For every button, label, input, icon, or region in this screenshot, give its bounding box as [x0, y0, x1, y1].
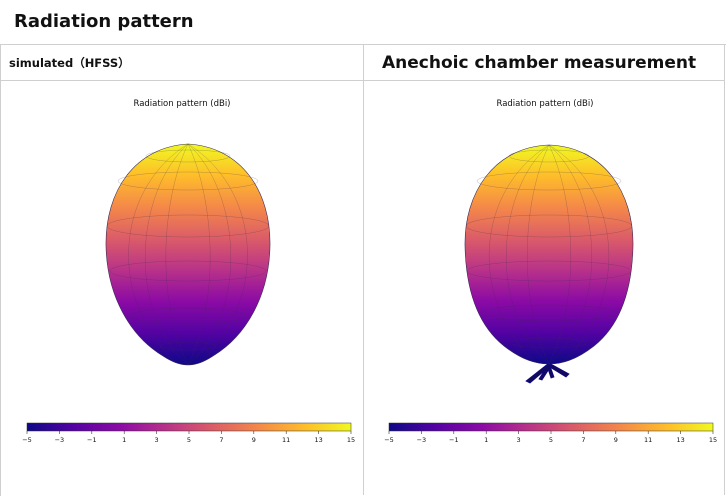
colorbar-ticks-simulated: −5 −3 −1 1 3 5 7 9 11 13 15: [22, 431, 355, 444]
colorbar-tick-label: 3: [517, 436, 521, 444]
radiation-plot-measured: −5 −3 −1 1 3 5 7 9 11 13 15: [384, 144, 717, 444]
colorbar-tick-label: 15: [347, 436, 355, 444]
panel-measured: Radiation pattern (dBi): [364, 81, 726, 495]
radiation-lobe-simulated: [105, 143, 271, 366]
plot-title-measured: Radiation pattern (dBi): [496, 99, 594, 109]
panel-simulated: Radiation pattern (dBi) −5 −3 −1 1 3 5 7 9 11 13 1…: [1, 81, 363, 495]
colorbar-measured: [388, 422, 714, 432]
colorbar-tick-label: 11: [644, 436, 652, 444]
colorbar-tick-label: 5: [549, 436, 553, 444]
colorbar-ticks-measured: −5 −3 −1 1 3 5 7 9 11 13 15: [384, 431, 717, 444]
page-title: Radiation pattern: [14, 11, 194, 32]
colorbar-tick-label: −3: [417, 436, 427, 444]
plot-title-simulated: Radiation pattern (dBi): [133, 99, 231, 109]
back-lobes-measured: [525, 362, 570, 384]
colorbar-tick-label: 13: [676, 436, 684, 444]
header-row-divider: [0, 80, 725, 81]
colorbar-tick-label: −5: [384, 436, 394, 444]
colorbar-tick-label: 15: [709, 436, 717, 444]
colorbar-tick-label: 7: [219, 436, 223, 444]
colorbar-tick-label: 5: [187, 436, 191, 444]
colorbar-tick-label: −1: [449, 436, 459, 444]
colorbar-tick-label: 1: [484, 436, 488, 444]
mesh-lines-measured: [465, 144, 633, 365]
colorbar-tick-label: 9: [252, 436, 256, 444]
colorbar-tick-label: −5: [22, 436, 32, 444]
colorbar-tick-label: 11: [282, 436, 290, 444]
table-right-border: [724, 44, 725, 495]
colorbar-tick-label: −3: [55, 436, 65, 444]
radiation-plot-simulated: −5 −3 −1 1 3 5 7 9 11 13 15: [22, 143, 355, 444]
colorbar-tick-label: 9: [614, 436, 618, 444]
colorbar-tick-label: 7: [581, 436, 585, 444]
column-divider: [363, 44, 364, 495]
colorbar-tick-label: 1: [122, 436, 126, 444]
colorbar-simulated: [26, 422, 352, 432]
colorbar-tick-label: 3: [155, 436, 159, 444]
mesh-lines-simulated: [106, 143, 270, 366]
colorbar-tick-label: 13: [314, 436, 322, 444]
column-header-simulated: simulated（HFSS）: [9, 56, 130, 70]
column-header-measured: Anechoic chamber measurement: [382, 53, 697, 73]
colorbar-tick-label: −1: [87, 436, 97, 444]
radiation-lobe-measured: [464, 144, 634, 365]
